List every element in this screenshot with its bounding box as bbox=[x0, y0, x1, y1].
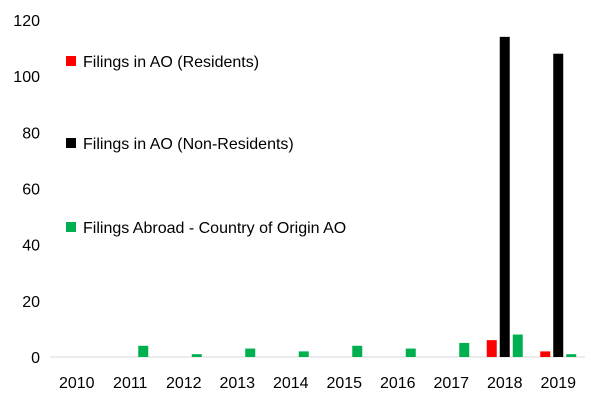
bar-3-2017 bbox=[459, 342, 470, 357]
x-tick-label: 2013 bbox=[219, 375, 255, 392]
y-tick-label: 60 bbox=[22, 182, 40, 199]
bar-3-2018 bbox=[512, 334, 523, 357]
legend-label: Filings in AO (Non-Residents) bbox=[83, 136, 294, 153]
legend-swatch bbox=[66, 56, 76, 66]
bar-1-2018 bbox=[486, 340, 497, 357]
x-tick-label: 2017 bbox=[433, 375, 469, 392]
y-axis-ticks: 0 20 40 60 80 100 120 bbox=[13, 13, 40, 367]
legend-label: Filings Abroad - Country of Origin AO bbox=[83, 220, 346, 237]
bar-3-2016 bbox=[405, 348, 416, 357]
x-tick-label: 2018 bbox=[487, 375, 523, 392]
x-tick-label: 2015 bbox=[326, 375, 362, 392]
bar-1-2019 bbox=[540, 351, 551, 357]
x-axis-ticks: 2010 2011 2012 2013 2014 2015 2016 2017 2018 2019 bbox=[59, 375, 576, 392]
bar-3-2019 bbox=[566, 354, 577, 357]
bar-3-2014 bbox=[298, 351, 309, 357]
y-tick-label: 120 bbox=[13, 13, 40, 30]
y-tick-label: 20 bbox=[22, 294, 40, 311]
legend-swatch bbox=[66, 138, 76, 148]
legend: Filings in AO (Residents) Filings in AO (… bbox=[66, 54, 346, 237]
bar-2-2019 bbox=[553, 53, 564, 357]
legend-swatch bbox=[66, 222, 76, 232]
x-tick-label: 2010 bbox=[59, 375, 95, 392]
x-tick-label: 2016 bbox=[380, 375, 416, 392]
x-tick-label: 2011 bbox=[113, 375, 148, 392]
x-tick-label: 2014 bbox=[273, 375, 309, 392]
x-tick-label: 2019 bbox=[540, 375, 576, 392]
legend-label: Filings in AO (Residents) bbox=[83, 54, 259, 71]
bar-3-2011 bbox=[138, 345, 149, 357]
y-tick-label: 40 bbox=[22, 238, 40, 255]
y-tick-label: 0 bbox=[31, 350, 40, 367]
bars bbox=[138, 36, 577, 357]
bar-2-2018 bbox=[499, 36, 510, 357]
bar-3-2015 bbox=[352, 345, 363, 357]
bar-3-2012 bbox=[191, 354, 202, 357]
y-tick-label: 100 bbox=[13, 69, 40, 86]
bar-3-2013 bbox=[245, 348, 256, 357]
x-tick-label: 2012 bbox=[166, 375, 202, 392]
y-tick-label: 80 bbox=[22, 125, 40, 142]
